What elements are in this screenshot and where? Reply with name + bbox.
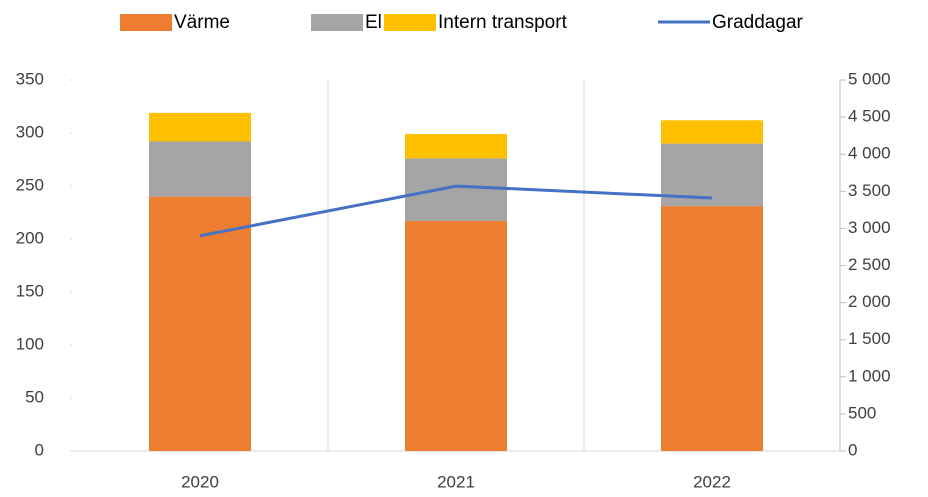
y-tick-label: 300: [16, 122, 44, 141]
y2-tick-label: 1 500: [848, 329, 891, 348]
x-tick-label: 2021: [437, 472, 475, 491]
legend-swatch: [311, 14, 363, 31]
bar-segment: [405, 220, 507, 451]
y-tick-label: 100: [16, 334, 44, 353]
bar-segment: [149, 141, 251, 197]
legend-swatch: [120, 14, 172, 31]
line-series: [199, 184, 713, 238]
x-tick-label: 2022: [693, 472, 731, 491]
y2-tick-label: 2 500: [848, 255, 891, 274]
y-tick-label: 200: [16, 228, 44, 247]
y2-tick-label: 3 000: [848, 218, 891, 237]
y-tick-label: 0: [35, 440, 44, 459]
y2-tick-label: 0: [848, 440, 857, 459]
bar-segment: [405, 134, 507, 159]
legend-label: Intern transport: [438, 12, 568, 33]
y2-tick-label: 5 000: [848, 69, 891, 88]
y-tick-label: 150: [16, 281, 44, 300]
y2-tick-label: 4 000: [848, 144, 891, 163]
x-tick-label: 2020: [181, 472, 219, 491]
y-tick-label: 350: [16, 69, 44, 88]
y2-tick-label: 4 500: [848, 107, 891, 126]
legend-label: Graddagar: [712, 12, 804, 33]
legend-swatch: [384, 14, 436, 31]
y2-tick-label: 3 500: [848, 181, 891, 200]
bar-segment: [661, 206, 763, 451]
bar-segment: [405, 158, 507, 221]
legend: Värme El Intern transport Graddagar: [120, 12, 804, 33]
bar-segment: [149, 112, 251, 142]
y2-tick-label: 1 000: [848, 366, 891, 385]
bar-segment: [661, 120, 763, 144]
y-tick-label: 50: [25, 387, 44, 406]
y-tick-label: 250: [16, 175, 44, 194]
bar-segment: [149, 196, 251, 451]
y2-tick-label: 500: [848, 403, 876, 422]
y2-tick-label: 2 000: [848, 292, 891, 311]
legend-label: El: [365, 12, 382, 33]
legend-label: Värme: [174, 12, 230, 33]
